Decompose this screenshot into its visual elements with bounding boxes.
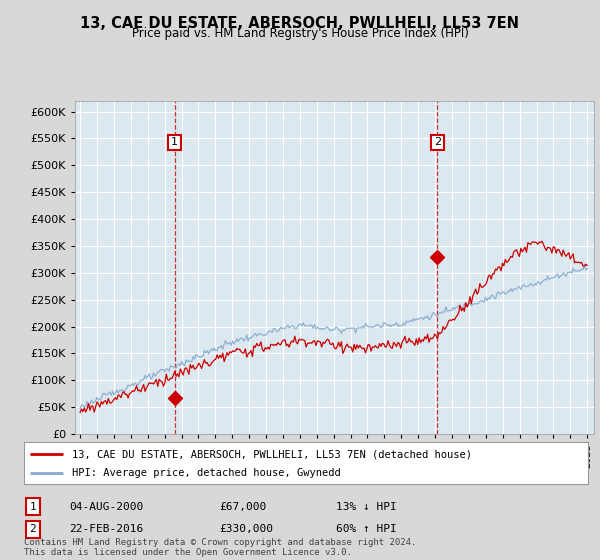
Text: HPI: Average price, detached house, Gwynedd: HPI: Average price, detached house, Gwyn… [72, 468, 341, 478]
Text: 22-FEB-2016: 22-FEB-2016 [69, 524, 143, 534]
Text: Price paid vs. HM Land Registry's House Price Index (HPI): Price paid vs. HM Land Registry's House … [131, 27, 469, 40]
Text: 13, CAE DU ESTATE, ABERSOCH, PWLLHELI, LL53 7EN (detached house): 13, CAE DU ESTATE, ABERSOCH, PWLLHELI, L… [72, 449, 472, 459]
Text: 2: 2 [434, 137, 441, 147]
Text: 60% ↑ HPI: 60% ↑ HPI [336, 524, 397, 534]
Text: £330,000: £330,000 [219, 524, 273, 534]
Text: 2: 2 [29, 524, 37, 534]
Text: 13, CAE DU ESTATE, ABERSOCH, PWLLHELI, LL53 7EN: 13, CAE DU ESTATE, ABERSOCH, PWLLHELI, L… [80, 16, 520, 31]
Text: 1: 1 [29, 502, 37, 512]
Text: Contains HM Land Registry data © Crown copyright and database right 2024.
This d: Contains HM Land Registry data © Crown c… [24, 538, 416, 557]
Text: 13% ↓ HPI: 13% ↓ HPI [336, 502, 397, 512]
Text: £67,000: £67,000 [219, 502, 266, 512]
Text: 1: 1 [171, 137, 178, 147]
Text: 04-AUG-2000: 04-AUG-2000 [69, 502, 143, 512]
